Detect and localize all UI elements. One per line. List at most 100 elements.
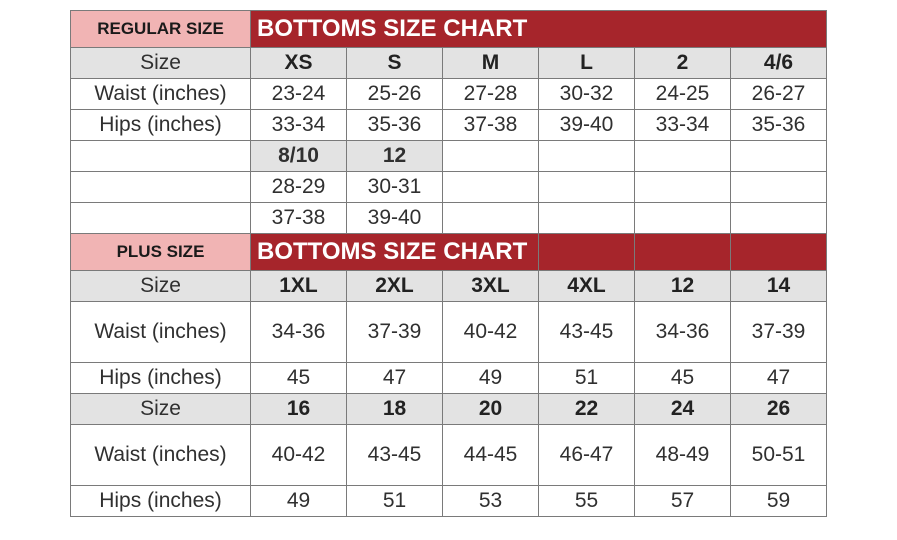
hips-cell: 39-40 [538, 109, 635, 141]
waist-cell: 23-24 [250, 78, 347, 110]
waist-cell: 24-25 [634, 78, 731, 110]
empty-cell [634, 202, 731, 234]
size-cell: 2XL [346, 270, 443, 302]
size-label: Size [70, 270, 251, 302]
size-cell: 8/10 [250, 140, 347, 172]
waist-cell: 25-26 [346, 78, 443, 110]
hips-cell: 55 [538, 485, 635, 517]
regular-extra-hips-row: 37-38 39-40 [70, 202, 827, 234]
waist-cell: 30-32 [538, 78, 635, 110]
waist-cell: 43-45 [538, 301, 635, 363]
regular-waist-row: Waist (inches) 23-24 25-26 27-28 30-32 2… [70, 78, 827, 110]
plus-size-row-b: Size 16 18 20 22 24 26 [70, 393, 827, 425]
empty-cell [634, 140, 731, 172]
size-cell: 22 [538, 393, 635, 425]
hips-cell: 59 [730, 485, 827, 517]
plus-title-row: PLUS SIZE BOTTOMS SIZE CHART [70, 233, 827, 271]
empty-cell [442, 202, 539, 234]
size-cell: 1XL [250, 270, 347, 302]
waist-cell: 50-51 [730, 424, 827, 486]
empty-cell [538, 171, 635, 203]
size-cell: 2 [634, 47, 731, 79]
banner-fill-cell [538, 233, 635, 271]
waist-label: Waist (inches) [70, 424, 251, 486]
hips-cell: 37-38 [250, 202, 347, 234]
empty-cell [70, 171, 251, 203]
size-cell: 4XL [538, 270, 635, 302]
hips-cell: 37-38 [442, 109, 539, 141]
hips-cell: 47 [730, 362, 827, 394]
regular-title-row: REGULAR SIZE BOTTOMS SIZE CHART [70, 10, 827, 48]
size-cell: S [346, 47, 443, 79]
hips-cell: 51 [538, 362, 635, 394]
hips-cell: 33-34 [250, 109, 347, 141]
hips-cell: 49 [250, 485, 347, 517]
plus-chart-title: BOTTOMS SIZE CHART [250, 233, 539, 271]
size-cell: XS [250, 47, 347, 79]
waist-cell: 48-49 [634, 424, 731, 486]
regular-size-badge: REGULAR SIZE [70, 10, 251, 48]
empty-cell [634, 171, 731, 203]
waist-label: Waist (inches) [70, 78, 251, 110]
plus-size-badge: PLUS SIZE [70, 233, 251, 271]
waist-cell: 40-42 [442, 301, 539, 363]
banner-fill-cell [730, 233, 827, 271]
hips-cell: 39-40 [346, 202, 443, 234]
hips-label: Hips (inches) [70, 485, 251, 517]
size-cell: 20 [442, 393, 539, 425]
hips-cell: 35-36 [730, 109, 827, 141]
hips-cell: 51 [346, 485, 443, 517]
regular-extra-waist-row: 28-29 30-31 [70, 171, 827, 203]
empty-cell [442, 140, 539, 172]
hips-cell: 35-36 [346, 109, 443, 141]
size-cell: 24 [634, 393, 731, 425]
waist-cell: 28-29 [250, 171, 347, 203]
hips-cell: 49 [442, 362, 539, 394]
waist-cell: 43-45 [346, 424, 443, 486]
size-cell: 3XL [442, 270, 539, 302]
waist-cell: 34-36 [250, 301, 347, 363]
empty-cell [538, 140, 635, 172]
plus-waist-row-b: Waist (inches) 40-42 43-45 44-45 46-47 4… [70, 424, 827, 486]
empty-cell [442, 171, 539, 203]
plus-waist-row-a: Waist (inches) 34-36 37-39 40-42 43-45 3… [70, 301, 827, 363]
hips-cell: 33-34 [634, 109, 731, 141]
hips-cell: 57 [634, 485, 731, 517]
banner-fill-cell [634, 233, 731, 271]
regular-hips-row: Hips (inches) 33-34 35-36 37-38 39-40 33… [70, 109, 827, 141]
waist-cell: 26-27 [730, 78, 827, 110]
hips-cell: 47 [346, 362, 443, 394]
regular-size-row: Size XS S M L 2 4/6 [70, 47, 827, 79]
regular-chart-title: BOTTOMS SIZE CHART [250, 10, 827, 48]
plus-hips-row-a: Hips (inches) 45 47 49 51 45 47 [70, 362, 827, 394]
waist-cell: 37-39 [346, 301, 443, 363]
size-cell: M [442, 47, 539, 79]
bottoms-size-chart-table: REGULAR SIZE BOTTOMS SIZE CHART Size XS … [70, 10, 827, 517]
empty-cell [538, 202, 635, 234]
size-cell: L [538, 47, 635, 79]
size-cell: 26 [730, 393, 827, 425]
waist-cell: 37-39 [730, 301, 827, 363]
waist-cell: 27-28 [442, 78, 539, 110]
plus-size-row-a: Size 1XL 2XL 3XL 4XL 12 14 [70, 270, 827, 302]
waist-cell: 46-47 [538, 424, 635, 486]
hips-label: Hips (inches) [70, 109, 251, 141]
size-cell: 12 [346, 140, 443, 172]
hips-cell: 53 [442, 485, 539, 517]
waist-cell: 44-45 [442, 424, 539, 486]
waist-cell: 34-36 [634, 301, 731, 363]
size-cell: 12 [634, 270, 731, 302]
size-cell: 16 [250, 393, 347, 425]
empty-cell [730, 171, 827, 203]
size-cell: 14 [730, 270, 827, 302]
waist-cell: 30-31 [346, 171, 443, 203]
hips-cell: 45 [250, 362, 347, 394]
empty-cell [70, 202, 251, 234]
size-label: Size [70, 47, 251, 79]
empty-cell [730, 140, 827, 172]
empty-cell [730, 202, 827, 234]
empty-cell [70, 140, 251, 172]
hips-label: Hips (inches) [70, 362, 251, 394]
regular-extra-size-row: 8/10 12 [70, 140, 827, 172]
hips-cell: 45 [634, 362, 731, 394]
